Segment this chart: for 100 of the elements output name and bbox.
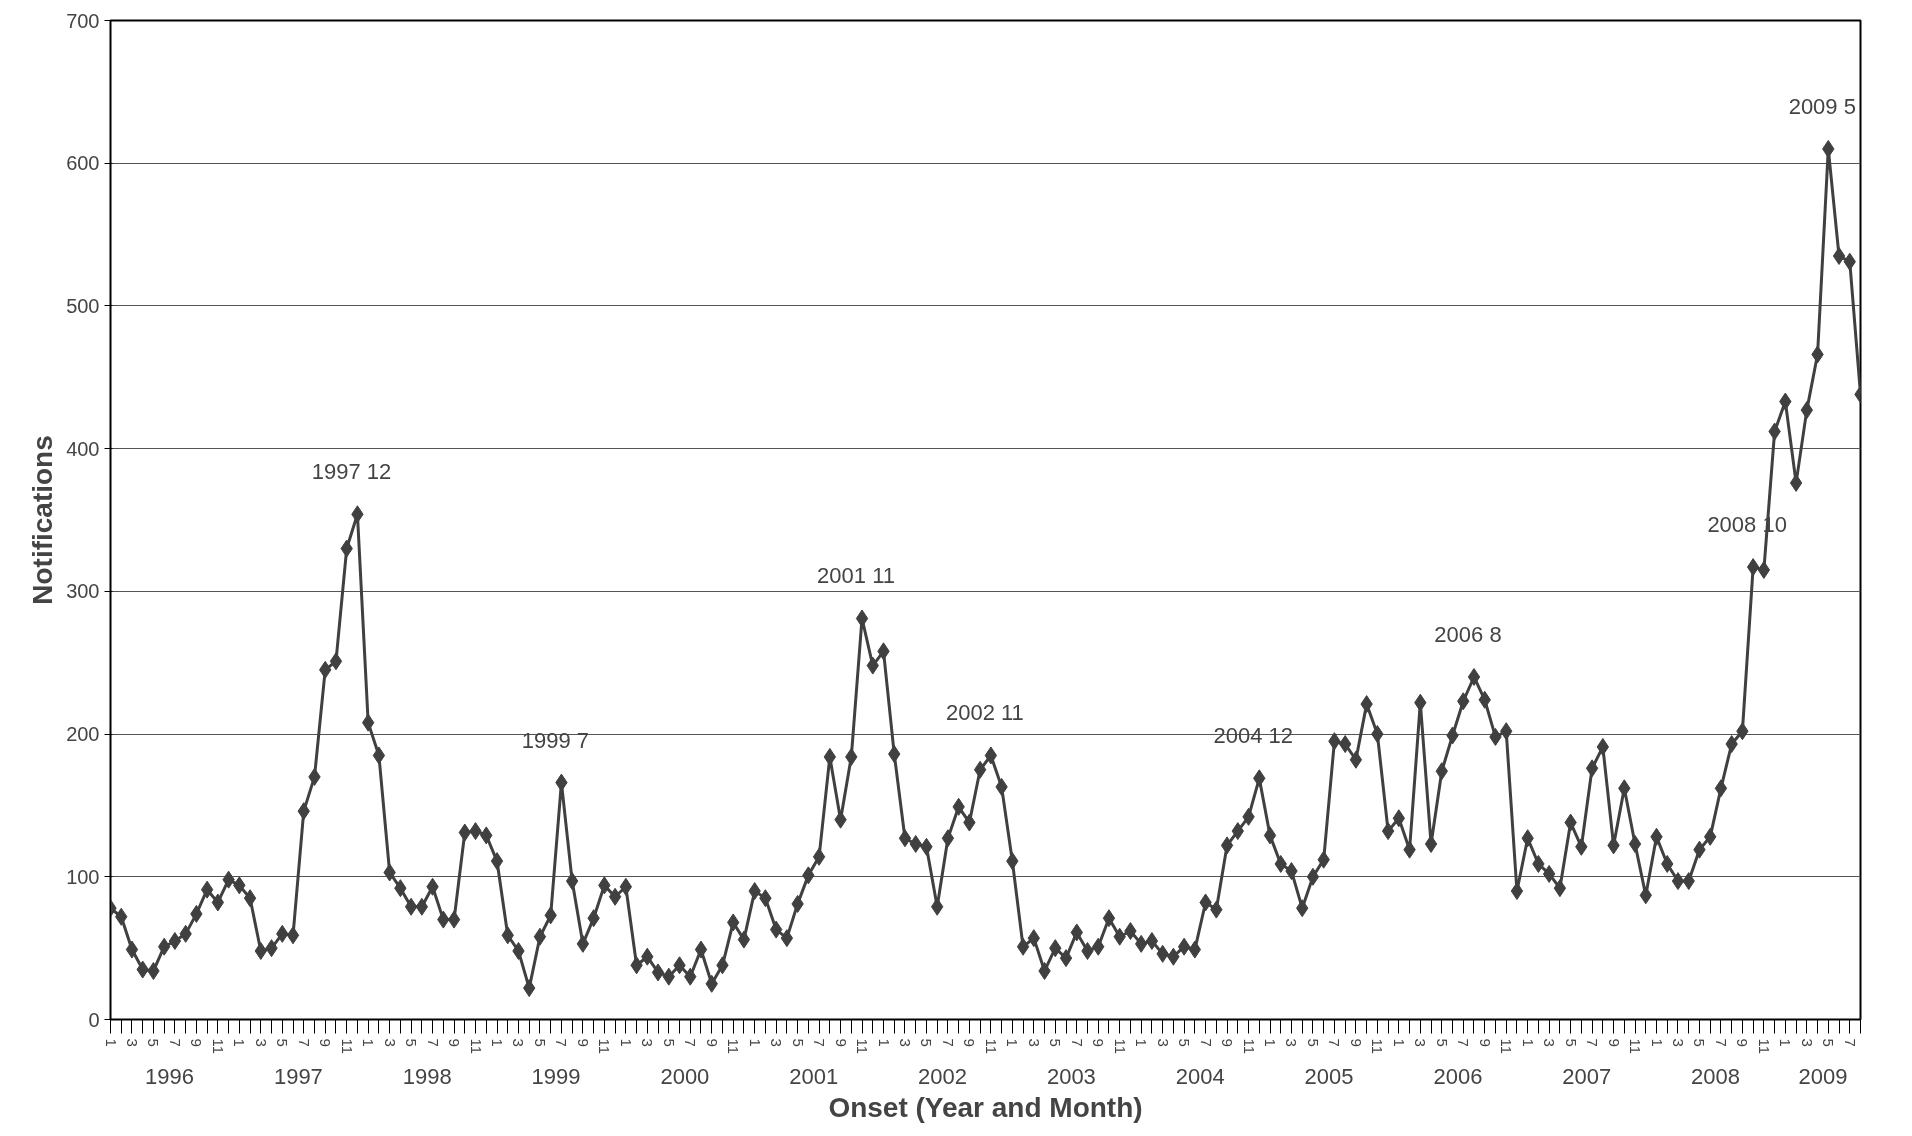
x-tick-label: 3 xyxy=(1283,1038,1301,1047)
text: 2009 xyxy=(1798,1063,1848,1089)
text: 2004 xyxy=(1175,1063,1225,1089)
x-axis-title: Onset (Year and Month) xyxy=(828,1091,1143,1123)
x-tick-label: 11 xyxy=(1498,1038,1516,1055)
x-tick-label: 7 xyxy=(682,1038,700,1047)
x-tick-label: 1 xyxy=(875,1038,893,1047)
x-tick-label: 5 xyxy=(145,1038,163,1047)
x-tick-label: 7 xyxy=(1068,1038,1086,1047)
x-tick-label: 5 xyxy=(660,1038,678,1047)
x-tick-label: 1 xyxy=(1777,1038,1795,1047)
x-tick-label: 3 xyxy=(1025,1038,1043,1047)
annotation: 1997 12 xyxy=(311,459,392,485)
x-tick-label: 9 xyxy=(1605,1038,1623,1047)
x-tick-label: 3 xyxy=(252,1038,270,1047)
annotation: 2001 11 xyxy=(817,563,895,589)
x-tick-label: 9 xyxy=(1476,1038,1494,1047)
annotation: 1999 7 xyxy=(521,727,590,753)
x-tick-label: 5 xyxy=(1304,1038,1322,1047)
x-tick-label: 11 xyxy=(596,1038,614,1055)
annotation: 2009 5 xyxy=(1788,93,1856,119)
x-tick-label: 1 xyxy=(1262,1038,1280,1047)
x-tick-label: 9 xyxy=(1219,1038,1237,1047)
text: 2003 xyxy=(1046,1063,1096,1089)
x-tick-label: 5 xyxy=(918,1038,936,1047)
x-tick-label: 3 xyxy=(1154,1038,1172,1047)
x-tick-label: 5 xyxy=(1047,1038,1065,1047)
x-tick-label: 5 xyxy=(274,1038,292,1047)
annotation: 2002 11 xyxy=(945,700,1024,726)
x-tick-label: 7 xyxy=(1455,1038,1473,1047)
x-tick-label: 11 xyxy=(467,1038,485,1055)
x-tick-label: 11 xyxy=(1111,1038,1129,1055)
x-tick-label: 3 xyxy=(1541,1038,1559,1047)
x-tick-label: 3 xyxy=(381,1038,399,1047)
y-tick-label: 300 xyxy=(66,580,100,603)
x-tick-label: 11 xyxy=(1755,1038,1773,1055)
x-tick-label: 9 xyxy=(961,1038,979,1047)
x-tick-label: 7 xyxy=(166,1038,184,1047)
text: 2008 xyxy=(1691,1063,1741,1089)
x-tick-label: 1 xyxy=(617,1038,635,1047)
x-tick-label: 11 xyxy=(338,1038,356,1055)
x-tick-label: 9 xyxy=(1734,1038,1752,1047)
x-tick-label: 7 xyxy=(1584,1038,1602,1047)
y-tick-label: 700 xyxy=(66,9,100,32)
x-tick-label: 7 xyxy=(424,1038,442,1047)
x-tick-label: 1 xyxy=(231,1038,249,1047)
x-tick-label: 9 xyxy=(703,1038,721,1047)
text: 2000 xyxy=(660,1063,710,1089)
text: 1996 xyxy=(145,1063,195,1089)
x-tick-label: 1 xyxy=(1519,1038,1537,1047)
x-tick-label: 7 xyxy=(295,1038,313,1047)
x-tick-label: 9 xyxy=(188,1038,206,1047)
x-tick-label: 3 xyxy=(123,1038,141,1047)
x-tick-label: 7 xyxy=(939,1038,957,1047)
x-tick-label: 9 xyxy=(1090,1038,1108,1047)
x-tick-label: 1 xyxy=(1004,1038,1022,1047)
x-tick-label: 1 xyxy=(1648,1038,1666,1047)
x-tick-label: 9 xyxy=(317,1038,335,1047)
y-tick-label: 200 xyxy=(66,723,100,746)
x-tick-label: 3 xyxy=(639,1038,657,1047)
x-tick-label: 3 xyxy=(1412,1038,1430,1047)
x-tick-label: 3 xyxy=(1669,1038,1687,1047)
x-tick-label: 11 xyxy=(982,1038,1000,1055)
x-tick-label: 9 xyxy=(446,1038,464,1047)
x-tick-label: 1 xyxy=(746,1038,764,1047)
x-tick-label: 11 xyxy=(725,1038,743,1055)
x-tick-label: 5 xyxy=(1176,1038,1194,1047)
x-tick-label: 7 xyxy=(811,1038,829,1047)
x-tick-label: 3 xyxy=(896,1038,914,1047)
x-tick-label: 9 xyxy=(832,1038,850,1047)
x-tick-label: 5 xyxy=(1562,1038,1580,1047)
x-tick-label: 3 xyxy=(768,1038,786,1047)
x-tick-label: 1 xyxy=(360,1038,378,1047)
y-axis-title: Notifications xyxy=(27,435,59,605)
y-tick-label: 500 xyxy=(66,294,100,317)
x-tick-label: 5 xyxy=(531,1038,549,1047)
x-tick-label: 7 xyxy=(553,1038,571,1047)
text: 2007 xyxy=(1562,1063,1612,1089)
x-tick-label: 7 xyxy=(1326,1038,1344,1047)
x-tick-label: 7 xyxy=(1712,1038,1730,1047)
x-tick-label: 11 xyxy=(854,1038,872,1055)
x-tick-label: 7 xyxy=(1841,1038,1859,1047)
text: 1999 xyxy=(531,1063,581,1089)
x-tick-label: 1 xyxy=(1133,1038,1151,1047)
text: 2005 xyxy=(1304,1063,1354,1089)
annotation: 2006 8 xyxy=(1434,621,1502,647)
y-tick-label: 0 xyxy=(88,1008,100,1031)
x-tick-label: 11 xyxy=(1240,1038,1258,1055)
x-tick-label: 9 xyxy=(574,1038,592,1047)
x-tick-label: 1 xyxy=(1390,1038,1408,1047)
text: 2002 xyxy=(918,1063,968,1089)
y-tick-label: 100 xyxy=(66,865,100,888)
x-tick-label: 1 xyxy=(489,1038,506,1047)
x-tick-label: 5 xyxy=(1820,1038,1838,1047)
text: 2001 xyxy=(789,1063,839,1089)
x-tick-label: 5 xyxy=(403,1038,421,1047)
x-tick-label: 9 xyxy=(1347,1038,1365,1047)
y-tick-label: 600 xyxy=(66,152,100,175)
x-tick-label: 11 xyxy=(1627,1038,1645,1055)
x-tick-label: 11 xyxy=(1369,1038,1387,1055)
